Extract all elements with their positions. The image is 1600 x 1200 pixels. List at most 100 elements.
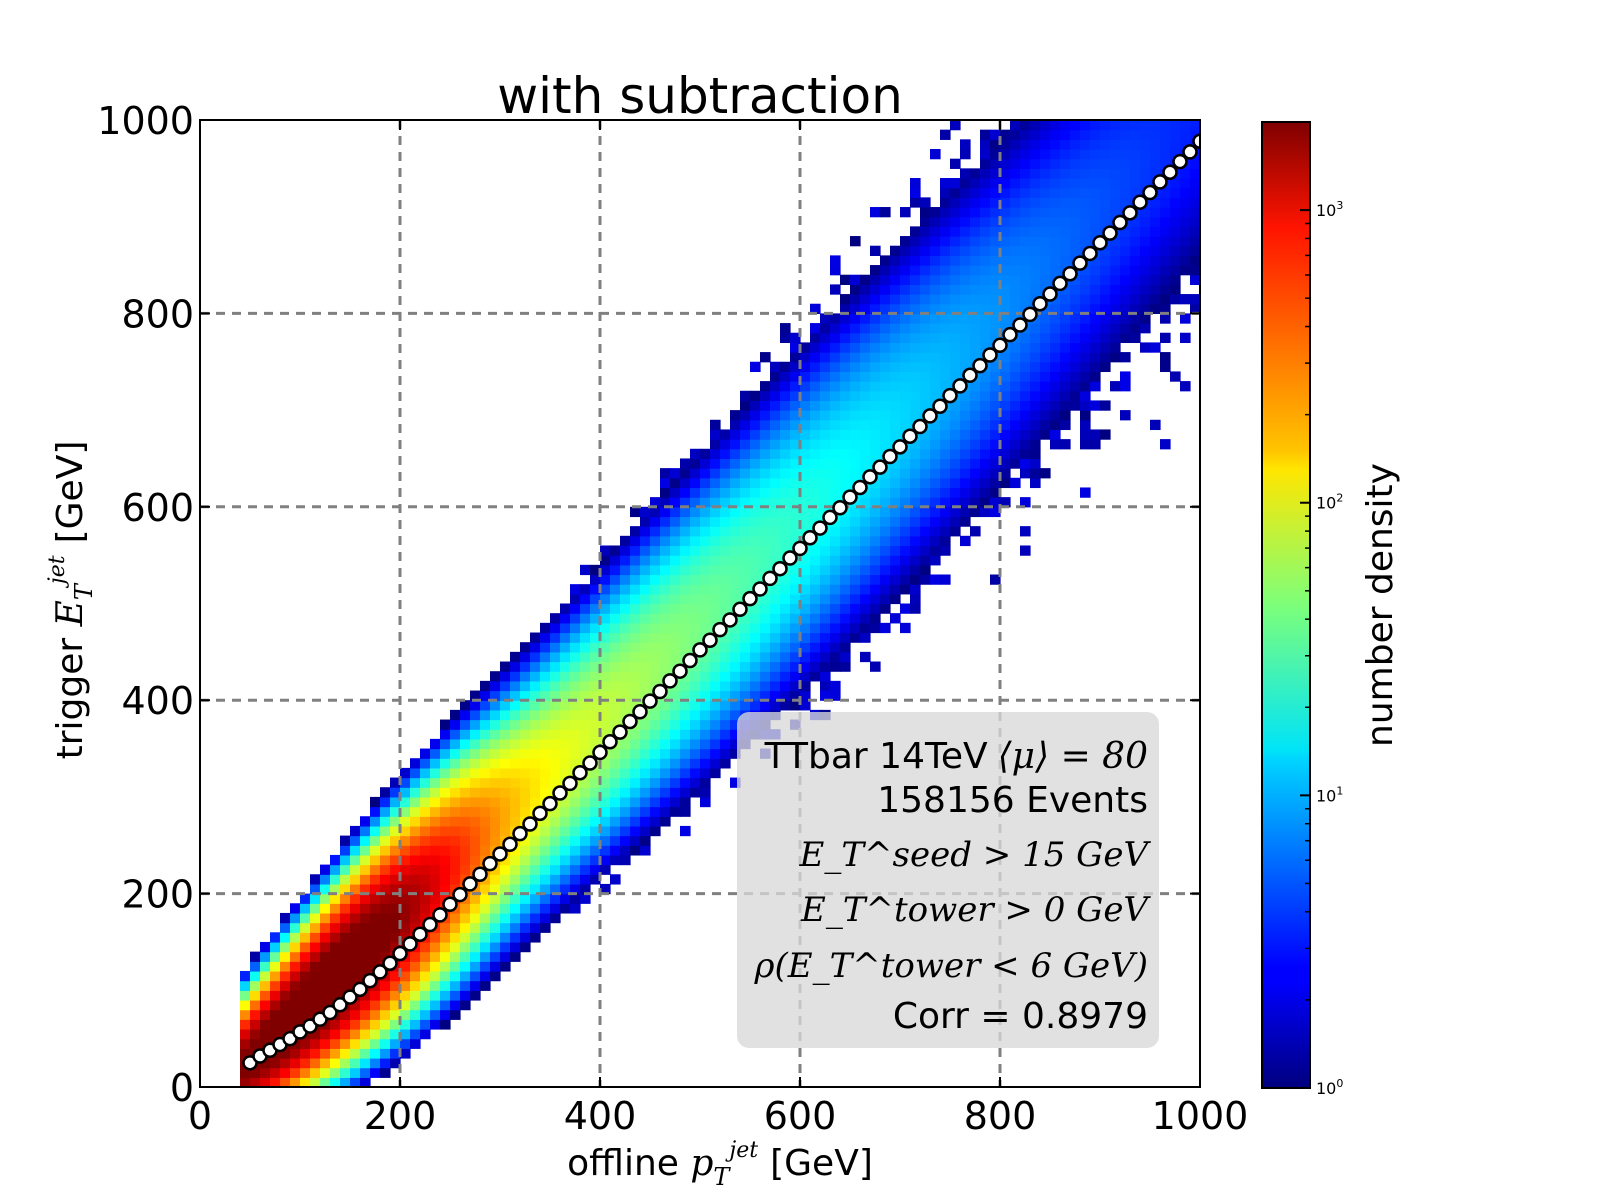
heatmap-cell: [410, 816, 421, 827]
heatmap-cell: [1080, 226, 1091, 237]
heatmap-cell: [300, 1038, 311, 1049]
heatmap-cell: [690, 777, 701, 788]
heatmap-cell: [330, 990, 341, 1001]
heatmap-cell: [1120, 120, 1131, 131]
heatmap-cell: [430, 961, 441, 972]
heatmap-cell: [1050, 149, 1061, 160]
heatmap-cell: [860, 361, 871, 373]
heatmap-cell: [880, 207, 891, 218]
heatmap-cell: [530, 719, 541, 730]
info-line1: TTbar 14TeV: [764, 736, 988, 777]
heatmap-cell: [750, 661, 761, 672]
heatmap-cell: [550, 825, 561, 837]
heatmap-cell: [840, 564, 851, 576]
heatmap-cell: [460, 980, 471, 991]
heatmap-cell: [360, 1028, 371, 1040]
heatmap-cell: [290, 941, 301, 953]
profile-point: [572, 764, 588, 781]
heatmap-cell: [640, 651, 651, 663]
heatmap-cell: [320, 893, 331, 904]
heatmap-cell: [1150, 149, 1161, 160]
heatmap-cell: [300, 1067, 311, 1078]
heatmap-cell: [930, 294, 941, 305]
heatmap-cell: [380, 1067, 391, 1078]
plot-frame: [199, 119, 1201, 1088]
heatmap-cell: [1180, 255, 1191, 266]
heatmap-cell: [490, 796, 501, 808]
heatmap-cell: [530, 912, 541, 924]
profile-point: [342, 989, 358, 1005]
heatmap-cell: [320, 999, 331, 1011]
heatmap-cell: [300, 1009, 311, 1020]
heatmap-cell: [290, 1077, 301, 1087]
heatmap-cell: [800, 642, 811, 653]
heatmap-cell: [690, 671, 701, 682]
heatmap-cell: [450, 758, 461, 769]
heatmap-cell: [520, 941, 531, 953]
heatmap-cell: [620, 535, 631, 547]
heatmap-cell: [680, 564, 691, 576]
heatmap-cell: [990, 149, 1001, 160]
heatmap-cell: [1180, 120, 1191, 131]
heatmap-cell: [1180, 236, 1191, 247]
heatmap-cell: [340, 1048, 351, 1059]
heatmap-cell: [1110, 313, 1121, 324]
heatmap-cell: [870, 245, 881, 256]
heatmap-cell: [710, 535, 721, 547]
heatmap-cell: [1130, 226, 1141, 237]
heatmap-cell: [680, 555, 691, 566]
heatmap-cell: [1000, 197, 1011, 208]
heatmap-cell: [790, 468, 801, 479]
heatmap-cell: [720, 709, 731, 721]
heatmap-cell: [850, 593, 861, 605]
heatmap-cell: [570, 864, 581, 875]
heatmap-cell: [970, 497, 981, 508]
heatmap-cell: [680, 690, 691, 701]
heatmap-cell: [660, 497, 671, 508]
heatmap-cell: [390, 893, 401, 904]
heatmap-cell: [830, 313, 841, 324]
heatmap-cell: [750, 439, 761, 450]
heatmap-cell: [990, 497, 1001, 508]
heatmap-cell: [1120, 410, 1131, 421]
heatmap-cell: [330, 1048, 341, 1059]
heatmap-cell: [970, 313, 981, 324]
heatmap-cell: [330, 912, 341, 924]
y-tick-label: 200: [121, 873, 194, 917]
heatmap-cell: [370, 912, 381, 924]
heatmap-cell: [980, 178, 991, 189]
heatmap-cell: [1050, 400, 1061, 411]
colorbar-tick-label: 101: [1316, 784, 1343, 805]
heatmap-cell: [1130, 139, 1141, 150]
heatmap-cell: [470, 719, 481, 730]
heatmap-cell: [880, 294, 891, 305]
heatmap-cell: [1190, 255, 1200, 266]
heatmap-cell: [760, 487, 771, 498]
heatmap-cell: [1030, 439, 1041, 450]
heatmap-cell: [360, 990, 371, 1001]
heatmap-cell: [960, 323, 971, 334]
heatmap-cell: [610, 796, 621, 808]
heatmap-cell: [1010, 284, 1021, 295]
heatmap-cell: [1100, 323, 1111, 334]
heatmap-cell: [870, 294, 881, 305]
heatmap-cell: [400, 1019, 411, 1030]
heatmap-cell: [840, 477, 851, 489]
heatmap-cell: [940, 419, 951, 431]
heatmap-cell: [480, 709, 491, 721]
heatmap-cell: [990, 178, 1001, 189]
heatmap-cell: [800, 371, 811, 382]
heatmap-cell: [260, 1028, 271, 1040]
heatmap-cell: [740, 613, 751, 624]
heatmap-cell: [1040, 168, 1051, 179]
heatmap-cell: [920, 439, 931, 450]
heatmap-cell: [240, 1077, 251, 1087]
heatmap-cell: [970, 197, 981, 208]
heatmap-cell: [820, 410, 831, 421]
heatmap-cell: [890, 613, 901, 624]
heatmap-cell: [670, 632, 681, 643]
heatmap-cell: [510, 883, 521, 895]
profile-point: [322, 1004, 338, 1021]
heatmap-cell: [670, 487, 681, 498]
